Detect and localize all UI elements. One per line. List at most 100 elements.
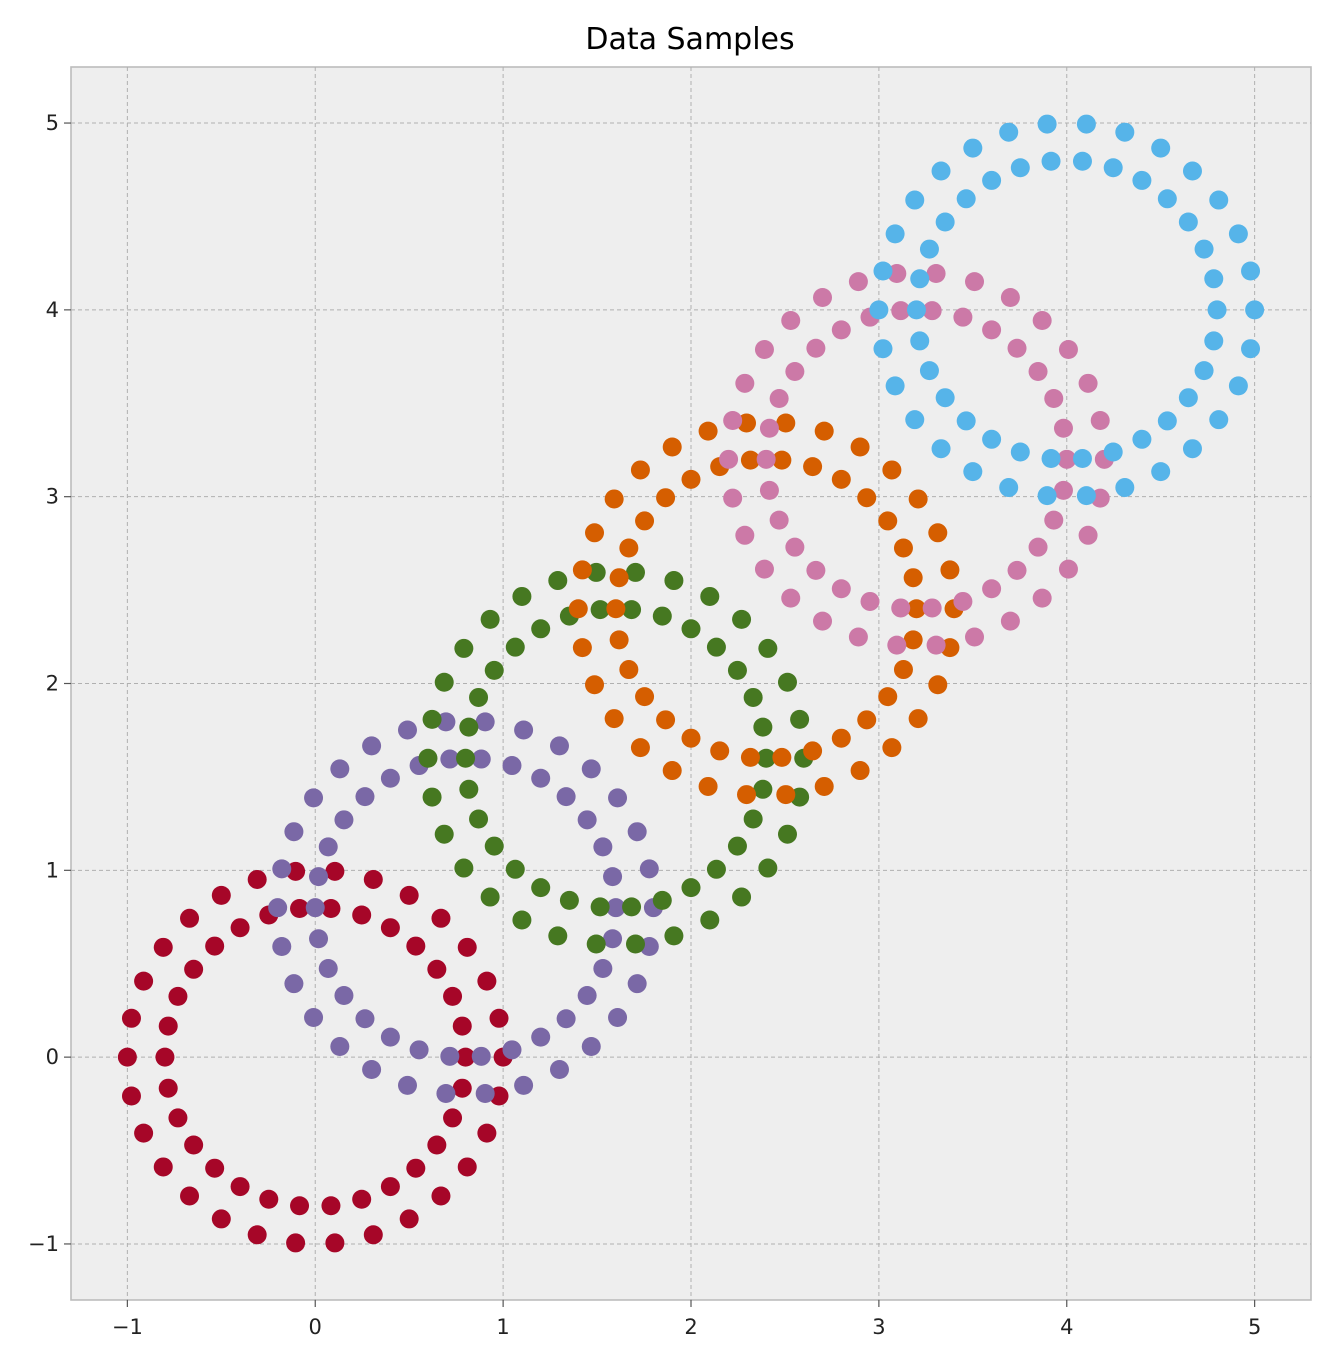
data-point bbox=[710, 741, 730, 761]
data-point bbox=[806, 560, 826, 580]
data-point bbox=[454, 638, 474, 658]
data-point bbox=[776, 785, 796, 805]
data-point bbox=[627, 822, 647, 842]
data-point bbox=[431, 1186, 451, 1206]
data-point bbox=[556, 787, 576, 807]
data-point bbox=[1078, 373, 1098, 393]
data-points bbox=[117, 114, 1265, 1253]
data-point bbox=[309, 867, 329, 887]
data-point bbox=[681, 469, 701, 489]
data-point bbox=[230, 918, 250, 938]
series-5 bbox=[869, 114, 1265, 506]
data-point bbox=[953, 591, 973, 611]
data-point bbox=[604, 709, 624, 729]
data-point bbox=[619, 538, 639, 558]
data-point bbox=[603, 929, 623, 949]
data-point bbox=[355, 1009, 375, 1029]
data-point bbox=[1241, 339, 1261, 359]
data-point bbox=[882, 460, 902, 480]
data-point bbox=[304, 788, 324, 808]
data-point bbox=[330, 1037, 350, 1057]
data-point bbox=[910, 269, 930, 289]
data-point bbox=[325, 1233, 345, 1253]
data-point bbox=[878, 687, 898, 707]
data-point bbox=[155, 1047, 175, 1067]
data-point bbox=[905, 410, 925, 430]
data-point bbox=[906, 599, 926, 619]
data-point bbox=[434, 824, 454, 844]
data-point bbox=[777, 824, 797, 844]
data-point bbox=[857, 710, 877, 730]
data-point bbox=[572, 638, 592, 658]
data-point bbox=[652, 606, 672, 626]
data-point bbox=[471, 1046, 491, 1066]
data-point bbox=[1209, 190, 1229, 210]
data-point bbox=[652, 890, 672, 910]
data-point bbox=[903, 568, 923, 588]
data-point bbox=[502, 756, 522, 776]
data-point bbox=[480, 887, 500, 907]
data-point bbox=[776, 413, 796, 433]
data-point bbox=[1010, 442, 1030, 462]
data-point bbox=[572, 560, 592, 580]
data-point bbox=[982, 320, 1002, 340]
data-point bbox=[117, 1047, 137, 1067]
data-point bbox=[531, 619, 551, 639]
data-point bbox=[452, 1016, 472, 1036]
data-point bbox=[471, 749, 491, 769]
data-point bbox=[740, 450, 760, 470]
data-point bbox=[168, 1108, 188, 1128]
y-tick-label: 4 bbox=[46, 298, 59, 322]
data-point bbox=[743, 809, 763, 829]
data-point bbox=[656, 488, 676, 508]
data-point bbox=[1032, 588, 1052, 608]
y-tick-label: 1 bbox=[46, 858, 59, 882]
data-point bbox=[531, 1027, 551, 1047]
data-point bbox=[1157, 189, 1177, 209]
data-point bbox=[211, 1209, 231, 1229]
data-point bbox=[664, 926, 684, 946]
data-point bbox=[619, 660, 639, 680]
data-point bbox=[1182, 439, 1202, 459]
data-point bbox=[559, 890, 579, 910]
data-point bbox=[625, 562, 645, 582]
data-point bbox=[457, 937, 477, 957]
data-point bbox=[639, 859, 659, 879]
y-axis: −1 0 1 2 3 4 5 bbox=[28, 111, 71, 1256]
x-tick-label: 0 bbox=[309, 1315, 322, 1339]
data-point bbox=[922, 301, 942, 321]
data-point bbox=[1178, 212, 1198, 232]
y-tick-label: −1 bbox=[28, 1232, 59, 1256]
data-point bbox=[454, 858, 474, 878]
data-point bbox=[548, 926, 568, 946]
data-point bbox=[549, 1059, 569, 1079]
data-point bbox=[1228, 376, 1248, 396]
data-point bbox=[727, 660, 747, 680]
data-point bbox=[754, 559, 774, 579]
data-point bbox=[1053, 480, 1073, 500]
data-point bbox=[475, 712, 495, 732]
data-point bbox=[1207, 300, 1227, 320]
data-point bbox=[330, 759, 350, 779]
data-point bbox=[1228, 224, 1248, 244]
y-tick-label: 3 bbox=[46, 485, 59, 509]
data-point bbox=[664, 571, 684, 591]
data-point bbox=[885, 376, 905, 396]
data-point bbox=[549, 736, 569, 756]
data-point bbox=[635, 687, 655, 707]
data-point bbox=[785, 361, 805, 381]
data-point bbox=[484, 836, 504, 856]
data-point bbox=[397, 1075, 417, 1095]
data-point bbox=[906, 300, 926, 320]
data-point bbox=[700, 586, 720, 606]
data-point bbox=[813, 288, 833, 308]
data-point bbox=[121, 1008, 141, 1028]
data-point bbox=[556, 1009, 576, 1029]
data-point bbox=[290, 899, 310, 919]
data-point bbox=[1204, 269, 1224, 289]
data-point bbox=[681, 878, 701, 898]
data-point bbox=[1157, 411, 1177, 431]
data-point bbox=[698, 776, 718, 796]
y-tick-label: 2 bbox=[46, 672, 59, 696]
data-point bbox=[758, 638, 778, 658]
